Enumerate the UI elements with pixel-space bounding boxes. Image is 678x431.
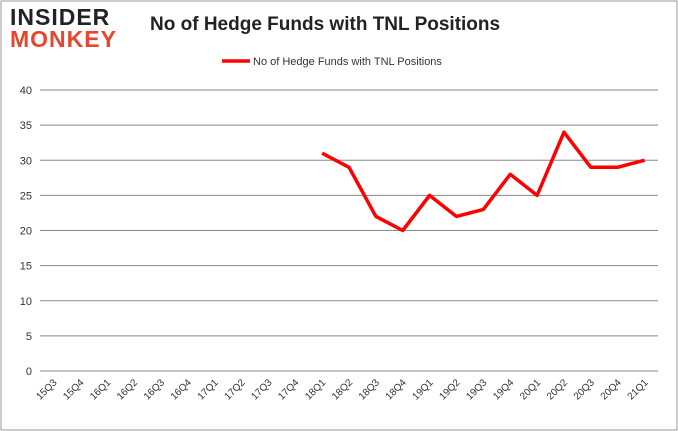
x-tick-label: 20Q2 bbox=[545, 377, 570, 402]
x-tick-label: 18Q4 bbox=[384, 377, 409, 402]
y-tick-label: 30 bbox=[20, 155, 32, 167]
y-tick-label: 25 bbox=[20, 190, 32, 202]
chart-title: No of Hedge Funds with TNL Positions bbox=[150, 14, 501, 35]
x-tick-label: 17Q3 bbox=[249, 377, 274, 402]
x-tick-label: 19Q4 bbox=[491, 377, 516, 402]
x-tick-label: 17Q2 bbox=[223, 377, 248, 402]
y-tick-label: 40 bbox=[20, 85, 32, 97]
y-tick-label: 5 bbox=[26, 331, 32, 343]
x-tick-label: 20Q1 bbox=[518, 377, 543, 402]
legend-label: No of Hedge Funds with TNL Positions bbox=[253, 56, 442, 68]
x-tick-label: 15Q3 bbox=[34, 377, 59, 402]
x-tick-label: 16Q3 bbox=[142, 377, 167, 402]
x-tick-label: 16Q4 bbox=[169, 377, 194, 402]
x-tick-label: 16Q2 bbox=[115, 377, 140, 402]
y-tick-label: 35 bbox=[20, 120, 32, 132]
x-tick-label: 18Q1 bbox=[303, 377, 328, 402]
x-tick-label: 17Q1 bbox=[196, 377, 221, 402]
y-tick-label: 15 bbox=[20, 261, 32, 273]
x-tick-label: 15Q4 bbox=[61, 377, 86, 402]
x-tick-label: 16Q1 bbox=[88, 377, 113, 402]
x-tick-label: 19Q3 bbox=[464, 377, 489, 402]
y-tick-label: 10 bbox=[20, 296, 32, 308]
logo-line2: MONKEY bbox=[10, 26, 117, 52]
x-tick-label: 20Q3 bbox=[572, 377, 597, 402]
x-tick-label: 19Q2 bbox=[438, 377, 463, 402]
x-tick-label: 18Q3 bbox=[357, 377, 382, 402]
series-line bbox=[321, 130, 646, 233]
y-tick-label: 0 bbox=[26, 366, 32, 378]
x-tick-label: 17Q4 bbox=[276, 377, 301, 402]
logo-line1: INSIDER bbox=[10, 4, 111, 30]
x-tick-label: 19Q1 bbox=[411, 377, 436, 402]
y-tick-label: 20 bbox=[20, 226, 32, 238]
x-tick-label: 20Q4 bbox=[599, 377, 624, 402]
x-tick-label: 18Q2 bbox=[330, 377, 355, 402]
x-tick-label: 21Q1 bbox=[626, 377, 651, 402]
insider-monkey-logo: INSIDER MONKEY bbox=[10, 4, 117, 52]
